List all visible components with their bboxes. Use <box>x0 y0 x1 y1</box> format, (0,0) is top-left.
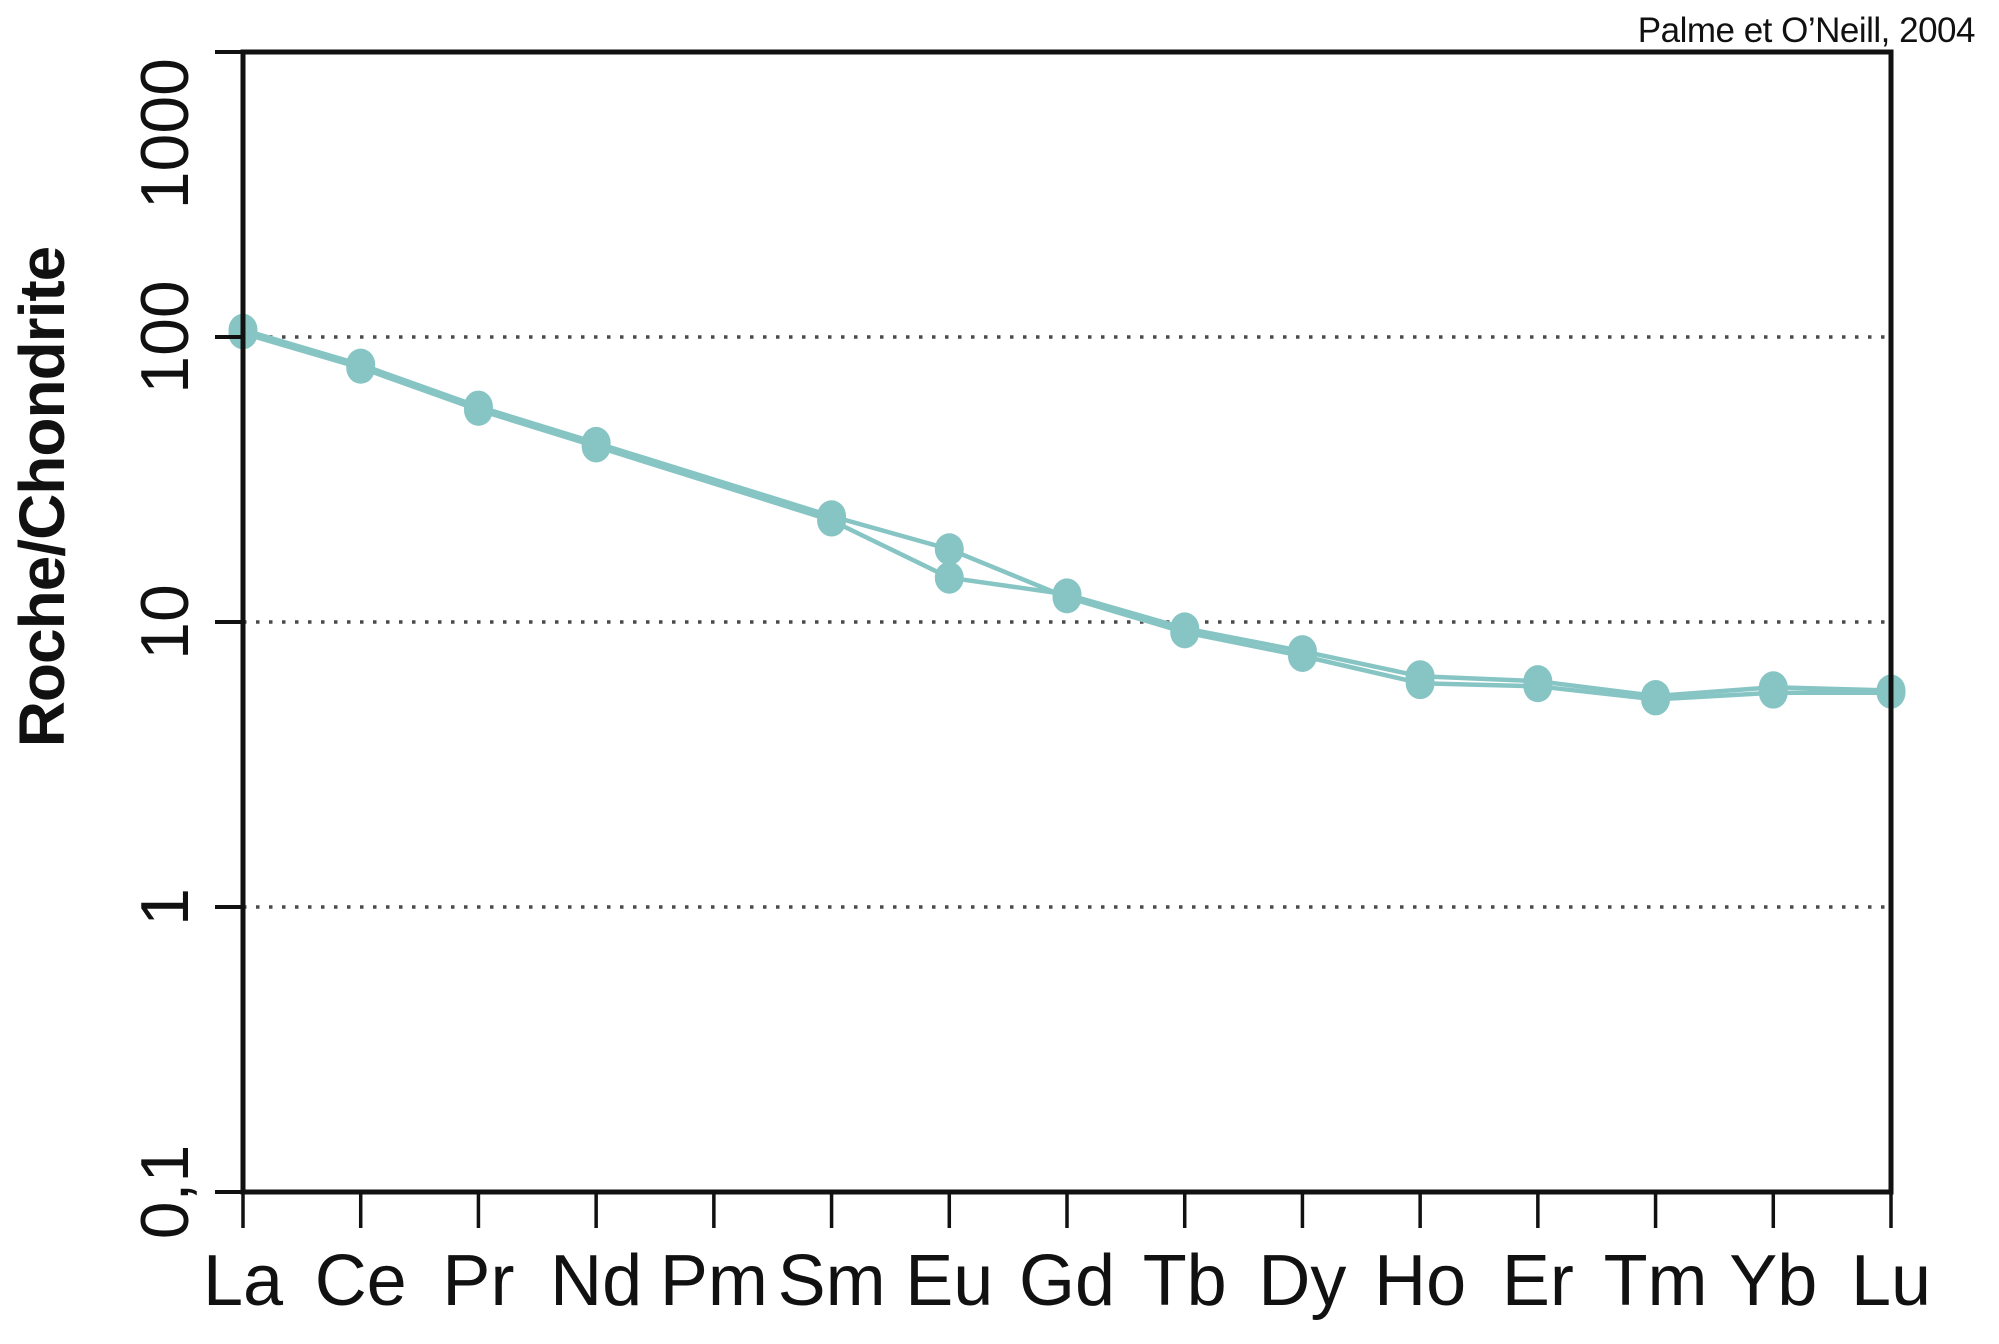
y-tick-label-1000: 1000 <box>127 58 203 209</box>
data-point-Dy-s2 <box>1287 635 1317 668</box>
y-tick-label-10: 10 <box>127 584 203 660</box>
x-axis-label-Nd: Nd <box>550 1241 642 1321</box>
data-point-Er-s2 <box>1523 665 1553 698</box>
x-axis-label-Yb: Yb <box>1729 1241 1817 1321</box>
plot-area: 0,1 1 10 100 1000 La Ce Pr Nd Pm Sm Eu Gd Tb Dy Ho Er Tm Y… <box>127 49 1931 1321</box>
x-axis-label-Ho: Ho <box>1374 1241 1466 1321</box>
data-point-Yb-s2 <box>1758 671 1788 704</box>
x-axis-label-Eu: Eu <box>905 1241 993 1321</box>
x-axis-label-Ce: Ce <box>315 1241 407 1321</box>
series-line-1 <box>240 327 1894 702</box>
attribution-text: Palme et O’Neill, 2004 <box>1638 11 1975 50</box>
x-axis-label-La: La <box>203 1241 284 1321</box>
data-point-Pr-s2 <box>463 393 493 426</box>
x-axis-label-Er: Er <box>1502 1241 1574 1321</box>
x-axis-label-Lu: Lu <box>1851 1241 1931 1321</box>
data-point-Tm-s2 <box>1641 679 1671 712</box>
data-point-Eu-s2 <box>934 561 964 594</box>
y-tick-label-1: 1 <box>127 888 203 926</box>
y-tick-label-100: 100 <box>127 280 203 393</box>
x-axis-label-Pm: Pm <box>660 1241 768 1321</box>
data-point-Ho-s2 <box>1405 660 1435 693</box>
x-axis-label-Sm: Sm <box>778 1241 886 1321</box>
y-axis-title: Roche/Chondrite <box>6 247 78 748</box>
x-axis-label-Dy: Dy <box>1258 1241 1346 1321</box>
data-point-Eu-s1 <box>934 533 964 566</box>
y-tick-label-0,1: 0,1 <box>127 1145 203 1240</box>
data-point-Ce-s2 <box>346 351 376 384</box>
data-point-Sm-s2 <box>817 504 847 537</box>
x-axis-label-Tb: Tb <box>1143 1241 1227 1321</box>
data-point-Nd-s2 <box>581 430 611 463</box>
data-point-Tb-s2 <box>1170 612 1200 645</box>
x-axis-label-Tm: Tm <box>1604 1241 1708 1321</box>
data-point-Gd-s2 <box>1052 578 1082 611</box>
x-axis-label-Pr: Pr <box>442 1241 514 1321</box>
series-line-2 <box>240 331 1894 699</box>
x-axis-label-Gd: Gd <box>1019 1241 1115 1321</box>
